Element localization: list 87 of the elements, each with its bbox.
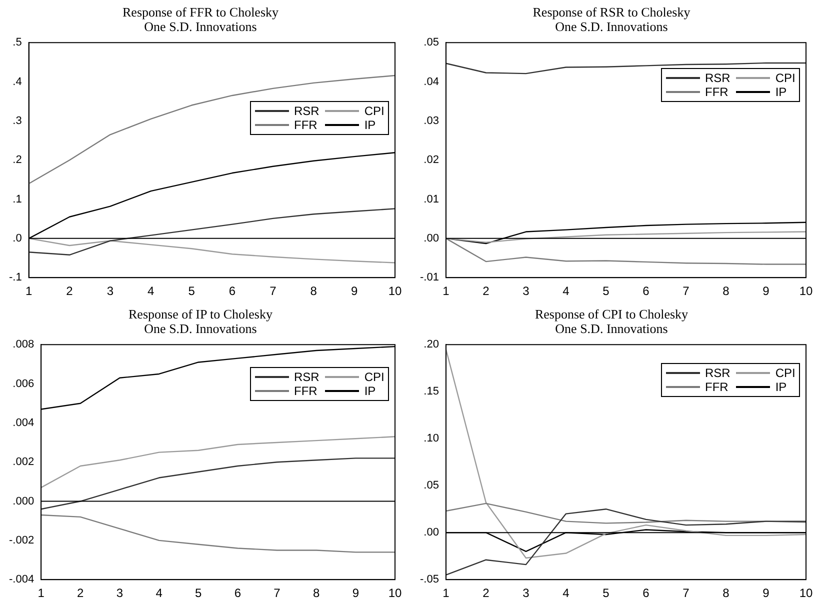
x-tick-label: 10 xyxy=(388,586,402,600)
x-tick-label: 6 xyxy=(234,586,242,600)
x-tick-label: 2 xyxy=(66,284,74,298)
legend-label: CPI xyxy=(775,366,796,380)
y-tick-label: -.004 xyxy=(8,574,34,586)
legend-label: CPI xyxy=(364,370,384,384)
legend-label: FFR xyxy=(705,380,728,394)
chart-title: Response of CPI to Cholesky One S.D. Innovations xyxy=(534,306,689,336)
y-tick-label: .008 xyxy=(12,338,34,351)
x-tick-label: 1 xyxy=(25,284,32,298)
x-tick-label: 1 xyxy=(38,586,45,600)
legend-label: RSR xyxy=(705,366,730,380)
chart-title: Response of RSR to Cholesky One S.D. Innovations xyxy=(532,4,691,34)
y-tick-label: .5 xyxy=(12,36,22,49)
x-tick-label: 5 xyxy=(188,284,196,298)
legend-label: FFR xyxy=(294,118,318,132)
chart-title: Response of IP to Cholesky One S.D. Innovations xyxy=(128,306,273,336)
y-tick-label: -.05 xyxy=(420,574,439,586)
y-tick-label: .01 xyxy=(424,193,439,206)
x-tick-label: 2 xyxy=(77,586,84,600)
legend-label: IP xyxy=(364,118,376,132)
y-tick-label: .0 xyxy=(12,232,22,244)
x-tick-label: 8 xyxy=(722,586,730,600)
y-tick-label: .10 xyxy=(424,432,439,445)
legend-label: RSR xyxy=(294,104,320,118)
y-tick-label: .05 xyxy=(424,36,439,49)
y-tick-label: .03 xyxy=(424,114,439,127)
legend-label: CPI xyxy=(775,71,796,86)
y-tick-label: .002 xyxy=(12,456,34,468)
y-tick-label: .006 xyxy=(12,378,34,390)
x-tick-label: 7 xyxy=(270,284,277,298)
legend-label: IP xyxy=(364,384,376,398)
y-tick-label: .15 xyxy=(424,386,439,398)
legend-label: RSR xyxy=(294,370,320,384)
legend-label: IP xyxy=(775,380,787,394)
x-tick-label: 10 xyxy=(799,284,813,298)
y-tick-label: -.01 xyxy=(420,272,439,284)
x-tick-label: 7 xyxy=(682,586,690,600)
y-tick-label: .05 xyxy=(424,480,439,492)
legend-label: FFR xyxy=(294,384,318,398)
x-tick-label: 4 xyxy=(562,586,570,600)
y-tick-label: .1 xyxy=(12,193,22,206)
y-tick-label: .4 xyxy=(12,76,22,88)
x-tick-label: 3 xyxy=(116,586,124,600)
y-tick-label: .02 xyxy=(424,154,439,166)
x-tick-label: 9 xyxy=(350,284,358,298)
x-tick-label: 9 xyxy=(352,586,360,600)
legend-label: CPI xyxy=(364,104,384,118)
x-tick-label: 1 xyxy=(442,284,450,298)
x-tick-label: 3 xyxy=(522,586,530,600)
x-tick-label: 7 xyxy=(682,284,690,298)
x-tick-label: 3 xyxy=(106,284,114,298)
x-tick-label: 4 xyxy=(156,586,163,600)
x-tick-label: 2 xyxy=(482,586,490,600)
x-tick-label: 1 xyxy=(442,586,450,600)
y-tick-label: .00 xyxy=(424,232,439,244)
x-tick-label: 5 xyxy=(602,586,610,600)
x-tick-label: 10 xyxy=(388,284,402,298)
y-tick-label: .20 xyxy=(424,338,439,351)
x-tick-label: 2 xyxy=(482,284,490,298)
chart-title: Response of FFR to Cholesky One S.D. Innovations xyxy=(122,4,280,34)
x-tick-label: 6 xyxy=(642,586,650,600)
x-tick-label: 3 xyxy=(522,284,530,298)
legend-label: RSR xyxy=(705,71,730,86)
y-tick-label: .2 xyxy=(12,154,22,166)
x-tick-label: 9 xyxy=(762,586,770,600)
x-tick-label: 8 xyxy=(313,586,320,600)
y-tick-label: .000 xyxy=(12,495,34,508)
x-tick-label: 7 xyxy=(274,586,281,600)
x-tick-label: 8 xyxy=(722,284,730,298)
x-tick-label: 8 xyxy=(310,284,318,298)
y-tick-label: .00 xyxy=(424,526,439,539)
x-tick-label: 6 xyxy=(228,284,236,298)
x-tick-label: 4 xyxy=(148,284,155,298)
x-tick-label: 6 xyxy=(642,284,650,298)
y-tick-label: -.002 xyxy=(8,534,34,546)
x-tick-label: 10 xyxy=(799,586,813,600)
y-tick-label: -.1 xyxy=(8,272,22,284)
x-tick-label: 5 xyxy=(195,586,202,600)
x-tick-label: 9 xyxy=(762,284,770,298)
y-tick-label: .3 xyxy=(12,114,22,127)
y-tick-label: .004 xyxy=(12,416,34,429)
legend-label: FFR xyxy=(705,85,728,100)
y-tick-label: .04 xyxy=(424,76,439,88)
x-tick-label: 4 xyxy=(562,284,570,298)
legend-label: IP xyxy=(775,85,787,100)
x-tick-label: 5 xyxy=(602,284,610,298)
